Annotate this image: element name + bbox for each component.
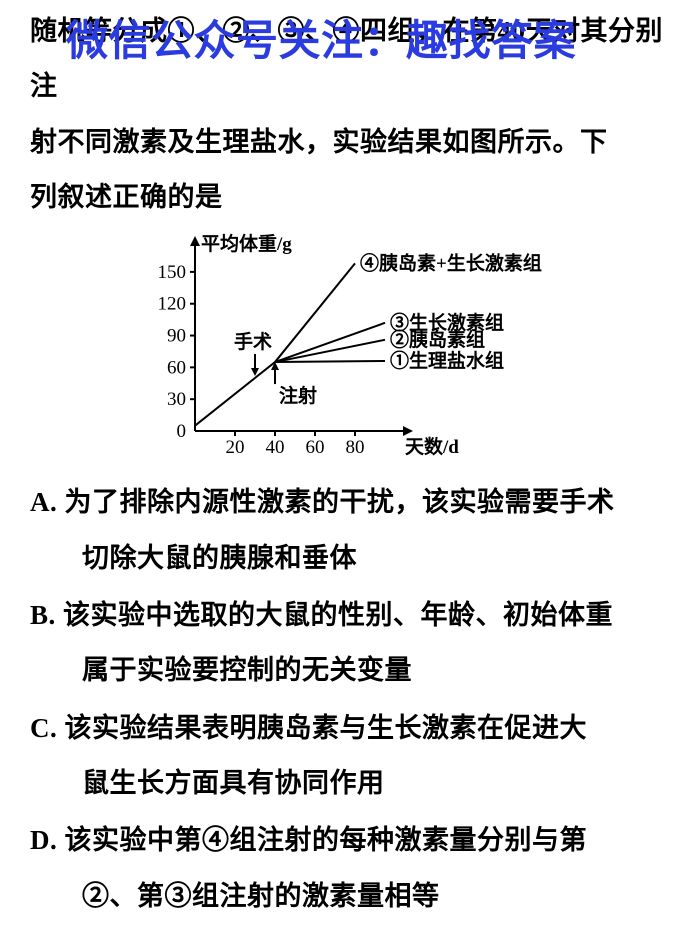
option-d-text2: ②、第③组注射的激素量相等 — [30, 869, 680, 924]
stem-line-3: 列叙述正确的是 — [30, 182, 223, 212]
chart-container: 30 60 90 120 150 0 20 40 60 80 平均体重/g 天数/d ④胰岛素+生长激素… — [30, 231, 680, 471]
svg-text:120: 120 — [158, 294, 187, 315]
option-d: D. 该实验中第④组注射的每种激素量分别与第 ②、第③组注射的激素量相等 — [30, 813, 680, 924]
svg-text:150: 150 — [158, 262, 187, 283]
option-c-label: C. — [30, 713, 57, 743]
svg-text:60: 60 — [167, 358, 186, 379]
option-d-text1: 该实验中第④组注射的每种激素量分别与第 — [65, 825, 588, 855]
svg-text:手术: 手术 — [234, 330, 272, 353]
option-c: C. 该实验结果表明胰岛素与生长激素在促进大 鼠生长方面具有协同作用 — [30, 701, 680, 812]
option-a: A. 为了排除内源性激素的干扰，该实验需要手术 切除大鼠的胰腺和垂体 — [30, 475, 680, 586]
svg-text:注射: 注射 — [279, 384, 317, 407]
option-a-text1: 为了排除内源性激素的干扰，该实验需要手术 — [65, 487, 615, 517]
option-b-text1: 该实验中选取的大鼠的性别、年龄、初始体重 — [63, 600, 613, 630]
option-d-label: D. — [30, 825, 57, 855]
option-a-text2: 切除大鼠的胰腺和垂体 — [30, 531, 680, 586]
stem-line-2: 射不同激素及生理盐水，实验结果如图所示。下 — [30, 127, 608, 157]
option-a-label: A. — [30, 487, 57, 517]
svg-text:①生理盐水组: ①生理盐水组 — [390, 349, 504, 372]
options-block: A. 为了排除内源性激素的干扰，该实验需要手术 切除大鼠的胰腺和垂体 B. 该实… — [30, 475, 680, 924]
option-c-text1: 该实验结果表明胰岛素与生长激素在促进大 — [65, 713, 588, 743]
svg-text:80: 80 — [346, 437, 365, 458]
option-b-label: B. — [30, 600, 56, 630]
option-b-text2: 属于实验要控制的无关变量 — [30, 643, 680, 698]
svg-text:天数/d: 天数/d — [405, 435, 459, 458]
svg-text:0: 0 — [177, 421, 187, 442]
svg-text:②胰岛素组: ②胰岛素组 — [390, 328, 485, 351]
svg-text:20: 20 — [226, 437, 245, 458]
svg-text:30: 30 — [167, 390, 186, 411]
stem-line-1: 随机等分成①、②、③、④四组，在第40天对其分别注 — [30, 16, 663, 101]
svg-text:40: 40 — [266, 437, 285, 458]
svg-text:60: 60 — [306, 437, 325, 458]
svg-text:90: 90 — [167, 326, 186, 347]
line-chart: 30 60 90 120 150 0 20 40 60 80 平均体重/g 天数/d ④胰岛素+生长激素… — [135, 231, 575, 466]
svg-text:④胰岛素+生长激素组: ④胰岛素+生长激素组 — [360, 252, 542, 275]
option-c-text2: 鼠生长方面具有协同作用 — [30, 756, 680, 811]
svg-text:平均体重/g: 平均体重/g — [201, 232, 292, 255]
option-b: B. 该实验中选取的大鼠的性别、年龄、初始体重 属于实验要控制的无关变量 — [30, 588, 680, 699]
question-stem: 随机等分成①、②、③、④四组，在第40天对其分别注 微信公众号关注：趣找答案 射… — [30, 4, 680, 225]
